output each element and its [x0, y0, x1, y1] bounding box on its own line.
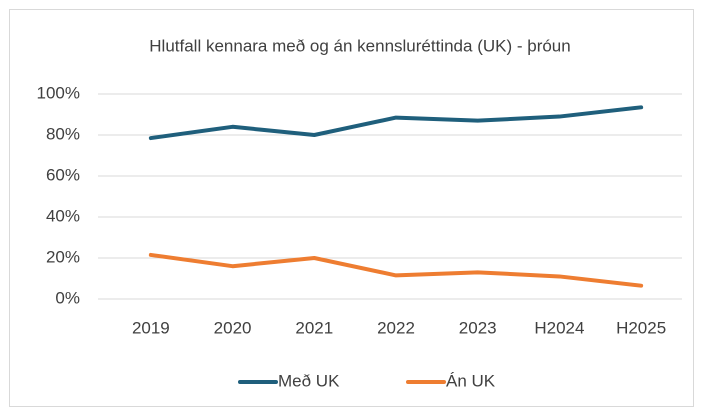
y-tick-label: 60% — [46, 165, 80, 184]
x-tick-label: 2020 — [214, 318, 252, 337]
series-line — [148, 105, 644, 141]
legend-label: Með UK — [278, 371, 340, 390]
x-tick-label: 2022 — [377, 318, 415, 337]
y-tick-label: 100% — [37, 83, 80, 102]
x-tick-label: 2021 — [295, 318, 333, 337]
y-tick-label: 80% — [46, 124, 80, 143]
x-tick-label: H2025 — [616, 318, 666, 337]
y-tick-label: 20% — [46, 247, 80, 266]
chart-title: Hlutfall kennara með og án kennsluréttin… — [149, 36, 570, 55]
y-tick-label: 0% — [55, 288, 80, 307]
legend-label: Án UK — [446, 371, 496, 390]
x-tick-label: 2019 — [132, 318, 170, 337]
chart-frame — [9, 9, 694, 407]
x-tick-label: 2023 — [459, 318, 497, 337]
x-tick-label: H2024 — [534, 318, 584, 337]
series-line — [148, 252, 644, 288]
y-tick-label: 40% — [46, 206, 80, 225]
